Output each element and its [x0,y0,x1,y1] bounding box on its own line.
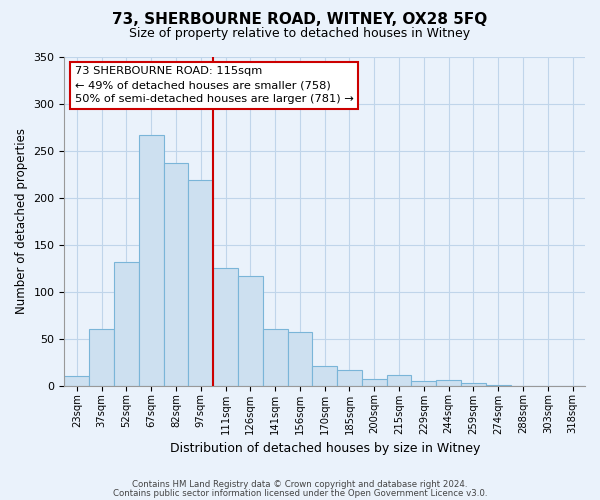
Bar [164,163,188,386]
Bar [362,379,386,386]
X-axis label: Distribution of detached houses by size in Witney: Distribution of detached houses by size … [170,442,480,455]
Text: 73 SHERBOURNE ROAD: 115sqm
← 49% of detached houses are smaller (758)
50% of sem: 73 SHERBOURNE ROAD: 115sqm ← 49% of deta… [75,66,353,104]
Bar [287,332,313,386]
Bar [89,329,114,386]
Bar [263,329,287,386]
Text: 73, SHERBOURNE ROAD, WITNEY, OX28 5FQ: 73, SHERBOURNE ROAD, WITNEY, OX28 5FQ [112,12,488,28]
Text: Contains public sector information licensed under the Open Government Licence v3: Contains public sector information licen… [113,488,487,498]
Bar [139,134,164,386]
Bar [486,384,511,386]
Bar [114,262,139,386]
Text: Contains HM Land Registry data © Crown copyright and database right 2024.: Contains HM Land Registry data © Crown c… [132,480,468,489]
Bar [313,366,337,386]
Bar [188,180,213,386]
Bar [412,381,436,386]
Bar [461,383,486,386]
Bar [64,376,89,386]
Bar [238,276,263,386]
Bar [436,380,461,386]
Text: Size of property relative to detached houses in Witney: Size of property relative to detached ho… [130,28,470,40]
Bar [337,370,362,386]
Bar [386,376,412,386]
Bar [213,268,238,386]
Y-axis label: Number of detached properties: Number of detached properties [15,128,28,314]
